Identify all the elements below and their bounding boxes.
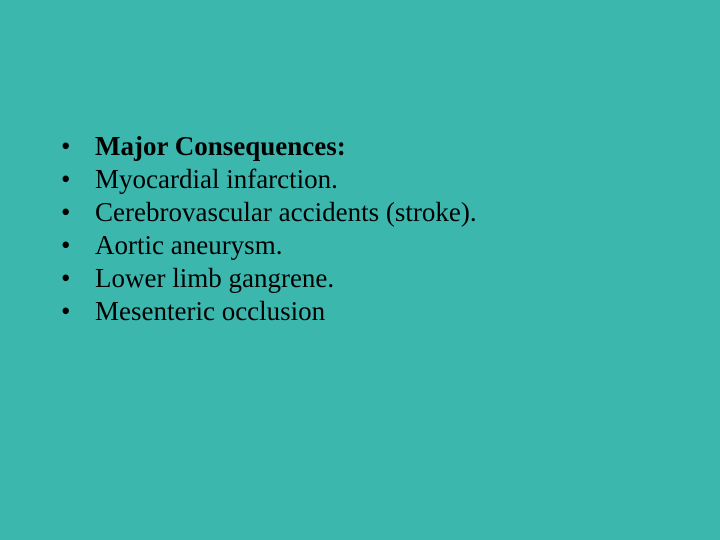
bullet-list: Major Consequences: Myocardial infarctio… [55,130,720,328]
list-item-text: Mesenteric occlusion [95,296,325,326]
list-item-text: Lower limb gangrene. [95,263,334,293]
list-item-text: Cerebrovascular accidents (stroke). [95,197,477,227]
list-item: Myocardial infarction. [55,163,720,196]
list-item: Cerebrovascular accidents (stroke). [55,196,720,229]
list-item: Lower limb gangrene. [55,262,720,295]
list-item: Aortic aneurysm. [55,229,720,262]
list-item: Major Consequences: [55,130,720,163]
list-item-text: Aortic aneurysm. [95,230,282,260]
slide: Major Consequences: Myocardial infarctio… [0,0,720,540]
list-item: Mesenteric occlusion [55,295,720,328]
list-item-text: Major Consequences: [95,131,346,161]
list-item-text: Myocardial infarction. [95,164,338,194]
